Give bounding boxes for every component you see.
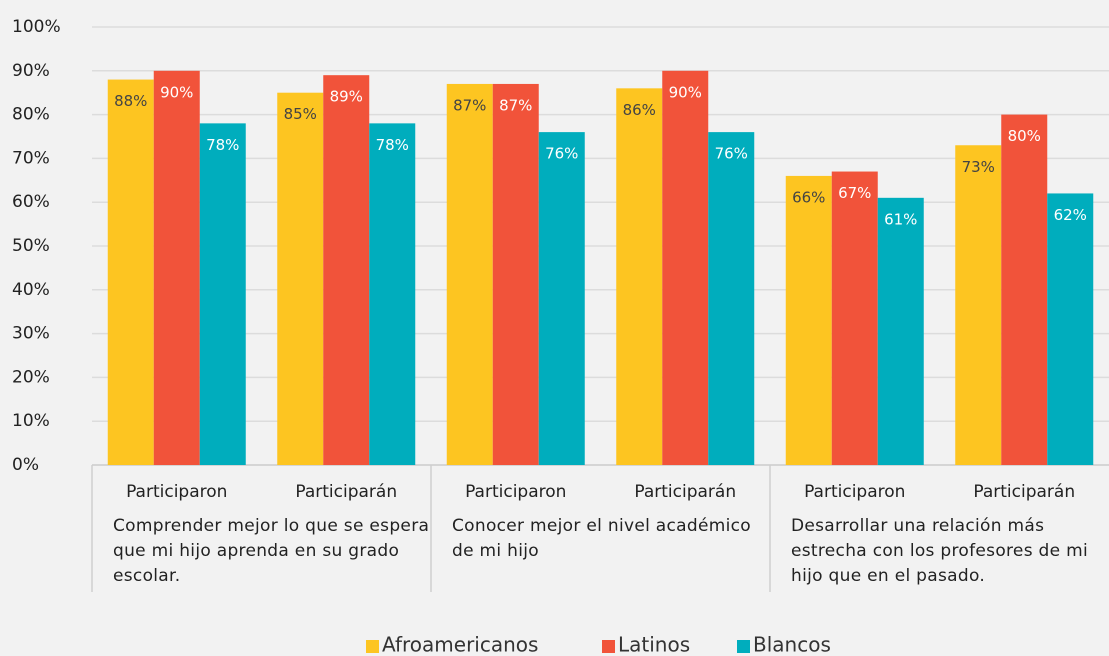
value-label: 73%	[962, 158, 995, 176]
x-tick-label: Participarán	[295, 482, 397, 502]
legend-label: Afroamericanos	[382, 633, 538, 656]
group-label: Conocer mejor el nivel académico de mi h…	[452, 516, 751, 561]
y-tick-label: 100%	[12, 17, 61, 37]
value-label: 87%	[499, 96, 532, 114]
group-label: Desarrollar una relación más estrecha co…	[791, 516, 1088, 586]
group-label: Comprender mejor lo que se espera que mi…	[113, 516, 430, 586]
y-tick-label: 80%	[12, 105, 50, 125]
legend-label: Blancos	[753, 633, 831, 656]
value-label: 76%	[545, 145, 578, 163]
value-label: 85%	[284, 105, 317, 123]
value-label: 89%	[330, 88, 363, 106]
value-label: 76%	[715, 145, 748, 163]
bar	[107, 79, 154, 465]
value-label: 88%	[114, 92, 147, 110]
bar	[1001, 114, 1048, 465]
value-label: 66%	[792, 188, 825, 206]
bar	[369, 123, 416, 466]
bar	[153, 70, 200, 466]
y-tick-label: 10%	[12, 411, 50, 431]
y-tick-label: 90%	[12, 61, 50, 81]
bar	[877, 197, 924, 465]
bar	[323, 75, 370, 466]
value-label: 78%	[206, 136, 239, 154]
legend-swatch	[366, 640, 379, 653]
value-label: 87%	[453, 96, 486, 114]
value-label: 61%	[884, 210, 917, 228]
x-tick-label: Participarán	[634, 482, 736, 502]
legend-label: Latinos	[618, 633, 690, 656]
value-label: 90%	[669, 83, 702, 101]
bar	[708, 132, 755, 465]
bar	[785, 175, 832, 466]
y-tick-label: 40%	[12, 280, 50, 300]
bar	[446, 83, 493, 465]
value-label: 62%	[1054, 206, 1087, 224]
bar	[831, 171, 878, 466]
value-label: 67%	[838, 184, 871, 202]
value-label: 86%	[623, 101, 656, 119]
x-tick-label: Participaron	[804, 482, 905, 502]
x-tick-label: Participaron	[465, 482, 566, 502]
y-tick-label: 60%	[12, 192, 50, 212]
y-tick-label: 20%	[12, 367, 50, 387]
value-label: 78%	[376, 136, 409, 154]
y-tick-label: 50%	[12, 236, 50, 256]
bar	[538, 132, 585, 465]
y-tick-label: 0%	[12, 455, 39, 475]
value-label: 90%	[160, 83, 193, 101]
y-tick-label: 70%	[12, 148, 50, 168]
legend-swatch	[737, 640, 750, 653]
bar	[492, 83, 539, 465]
bar	[662, 70, 709, 466]
x-tick-label: Participaron	[126, 482, 227, 502]
legend-swatch	[602, 640, 615, 653]
bar	[955, 145, 1002, 465]
value-label: 80%	[1008, 127, 1041, 145]
x-tick-label: Participarán	[973, 482, 1075, 502]
bar	[616, 88, 663, 465]
bar	[199, 123, 246, 466]
bar	[1047, 193, 1094, 465]
bar	[277, 92, 324, 465]
y-tick-label: 30%	[12, 324, 50, 344]
